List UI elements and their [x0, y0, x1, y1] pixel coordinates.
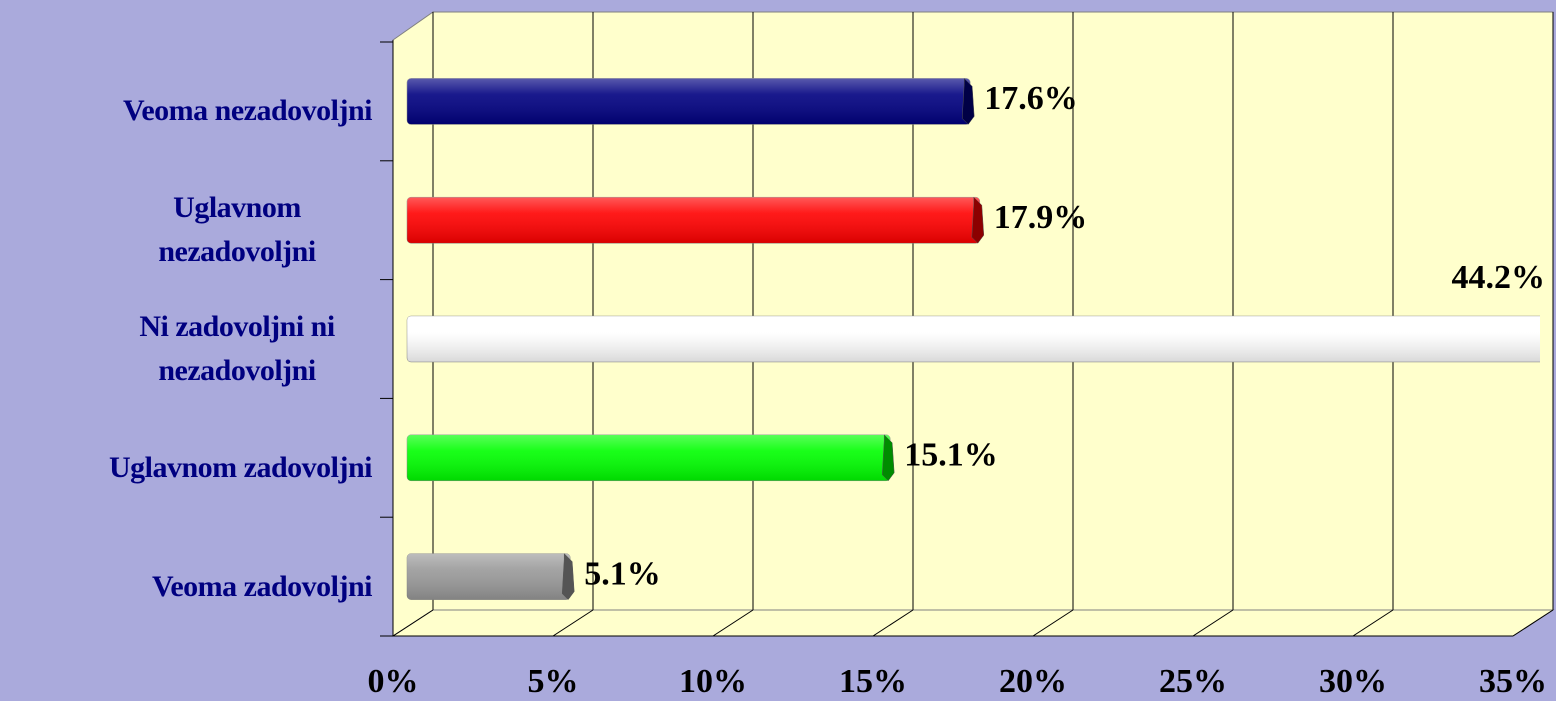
bars [406, 77, 1540, 600]
x-tick-label: 10% [679, 663, 747, 700]
category-label: Uglavnom zadovoljni [108, 450, 373, 484]
bar-shine [407, 197, 980, 244]
bar-shine [407, 316, 1540, 362]
bar-cap [971, 196, 985, 244]
value-label: 17.6% [984, 80, 1077, 117]
bar-cap [961, 77, 975, 125]
category-label-box: Uglavnom zadovoljni [108, 418, 373, 518]
category-label: Ni zadovoljni ni nezadovoljni [139, 310, 335, 387]
category-label: Veoma zadovoljni [151, 569, 373, 603]
bar-shine [407, 78, 971, 125]
category-label-box: Uglavnom nezadovoljni [102, 180, 372, 280]
value-label: 5.1% [584, 555, 661, 592]
floor-grid-line [1032, 609, 1074, 637]
value-label: 44.2% [1452, 259, 1546, 296]
category-label: Uglavnom nezadovoljni [158, 191, 316, 269]
floor-grid-line [1512, 609, 1554, 637]
floor-grid-line [872, 609, 914, 637]
x-tick-label: 5% [528, 663, 579, 700]
floor-grid-line [712, 609, 754, 637]
value-label: 17.9% [994, 199, 1088, 236]
value-label: 15.1% [904, 437, 998, 474]
x-tick-label: 0% [368, 663, 419, 700]
category-label: Veoma nezadovoljni [122, 94, 373, 128]
category-label-box: Veoma zadovoljni [151, 537, 373, 637]
bar-cap [881, 434, 895, 482]
floor-grid-line [552, 609, 594, 637]
floor-grid-line [392, 609, 434, 637]
x-tick-label: 35% [1479, 663, 1547, 700]
floor [391, 609, 1555, 637]
x-tick-label: 25% [1159, 663, 1227, 700]
floor-grid-line [1352, 609, 1394, 637]
x-tick-label: 15% [839, 663, 907, 700]
category-label-box: Ni zadovoljni ni nezadovoljni [102, 299, 372, 399]
category-label-box: Veoma nezadovoljni [122, 61, 373, 161]
x-tick-label: 30% [1319, 663, 1387, 700]
bar-cap [561, 552, 575, 600]
bar-shine [407, 553, 571, 600]
x-tick-label: 20% [999, 663, 1067, 700]
bar-shine [407, 434, 891, 481]
floor-grid-line [1192, 609, 1234, 637]
